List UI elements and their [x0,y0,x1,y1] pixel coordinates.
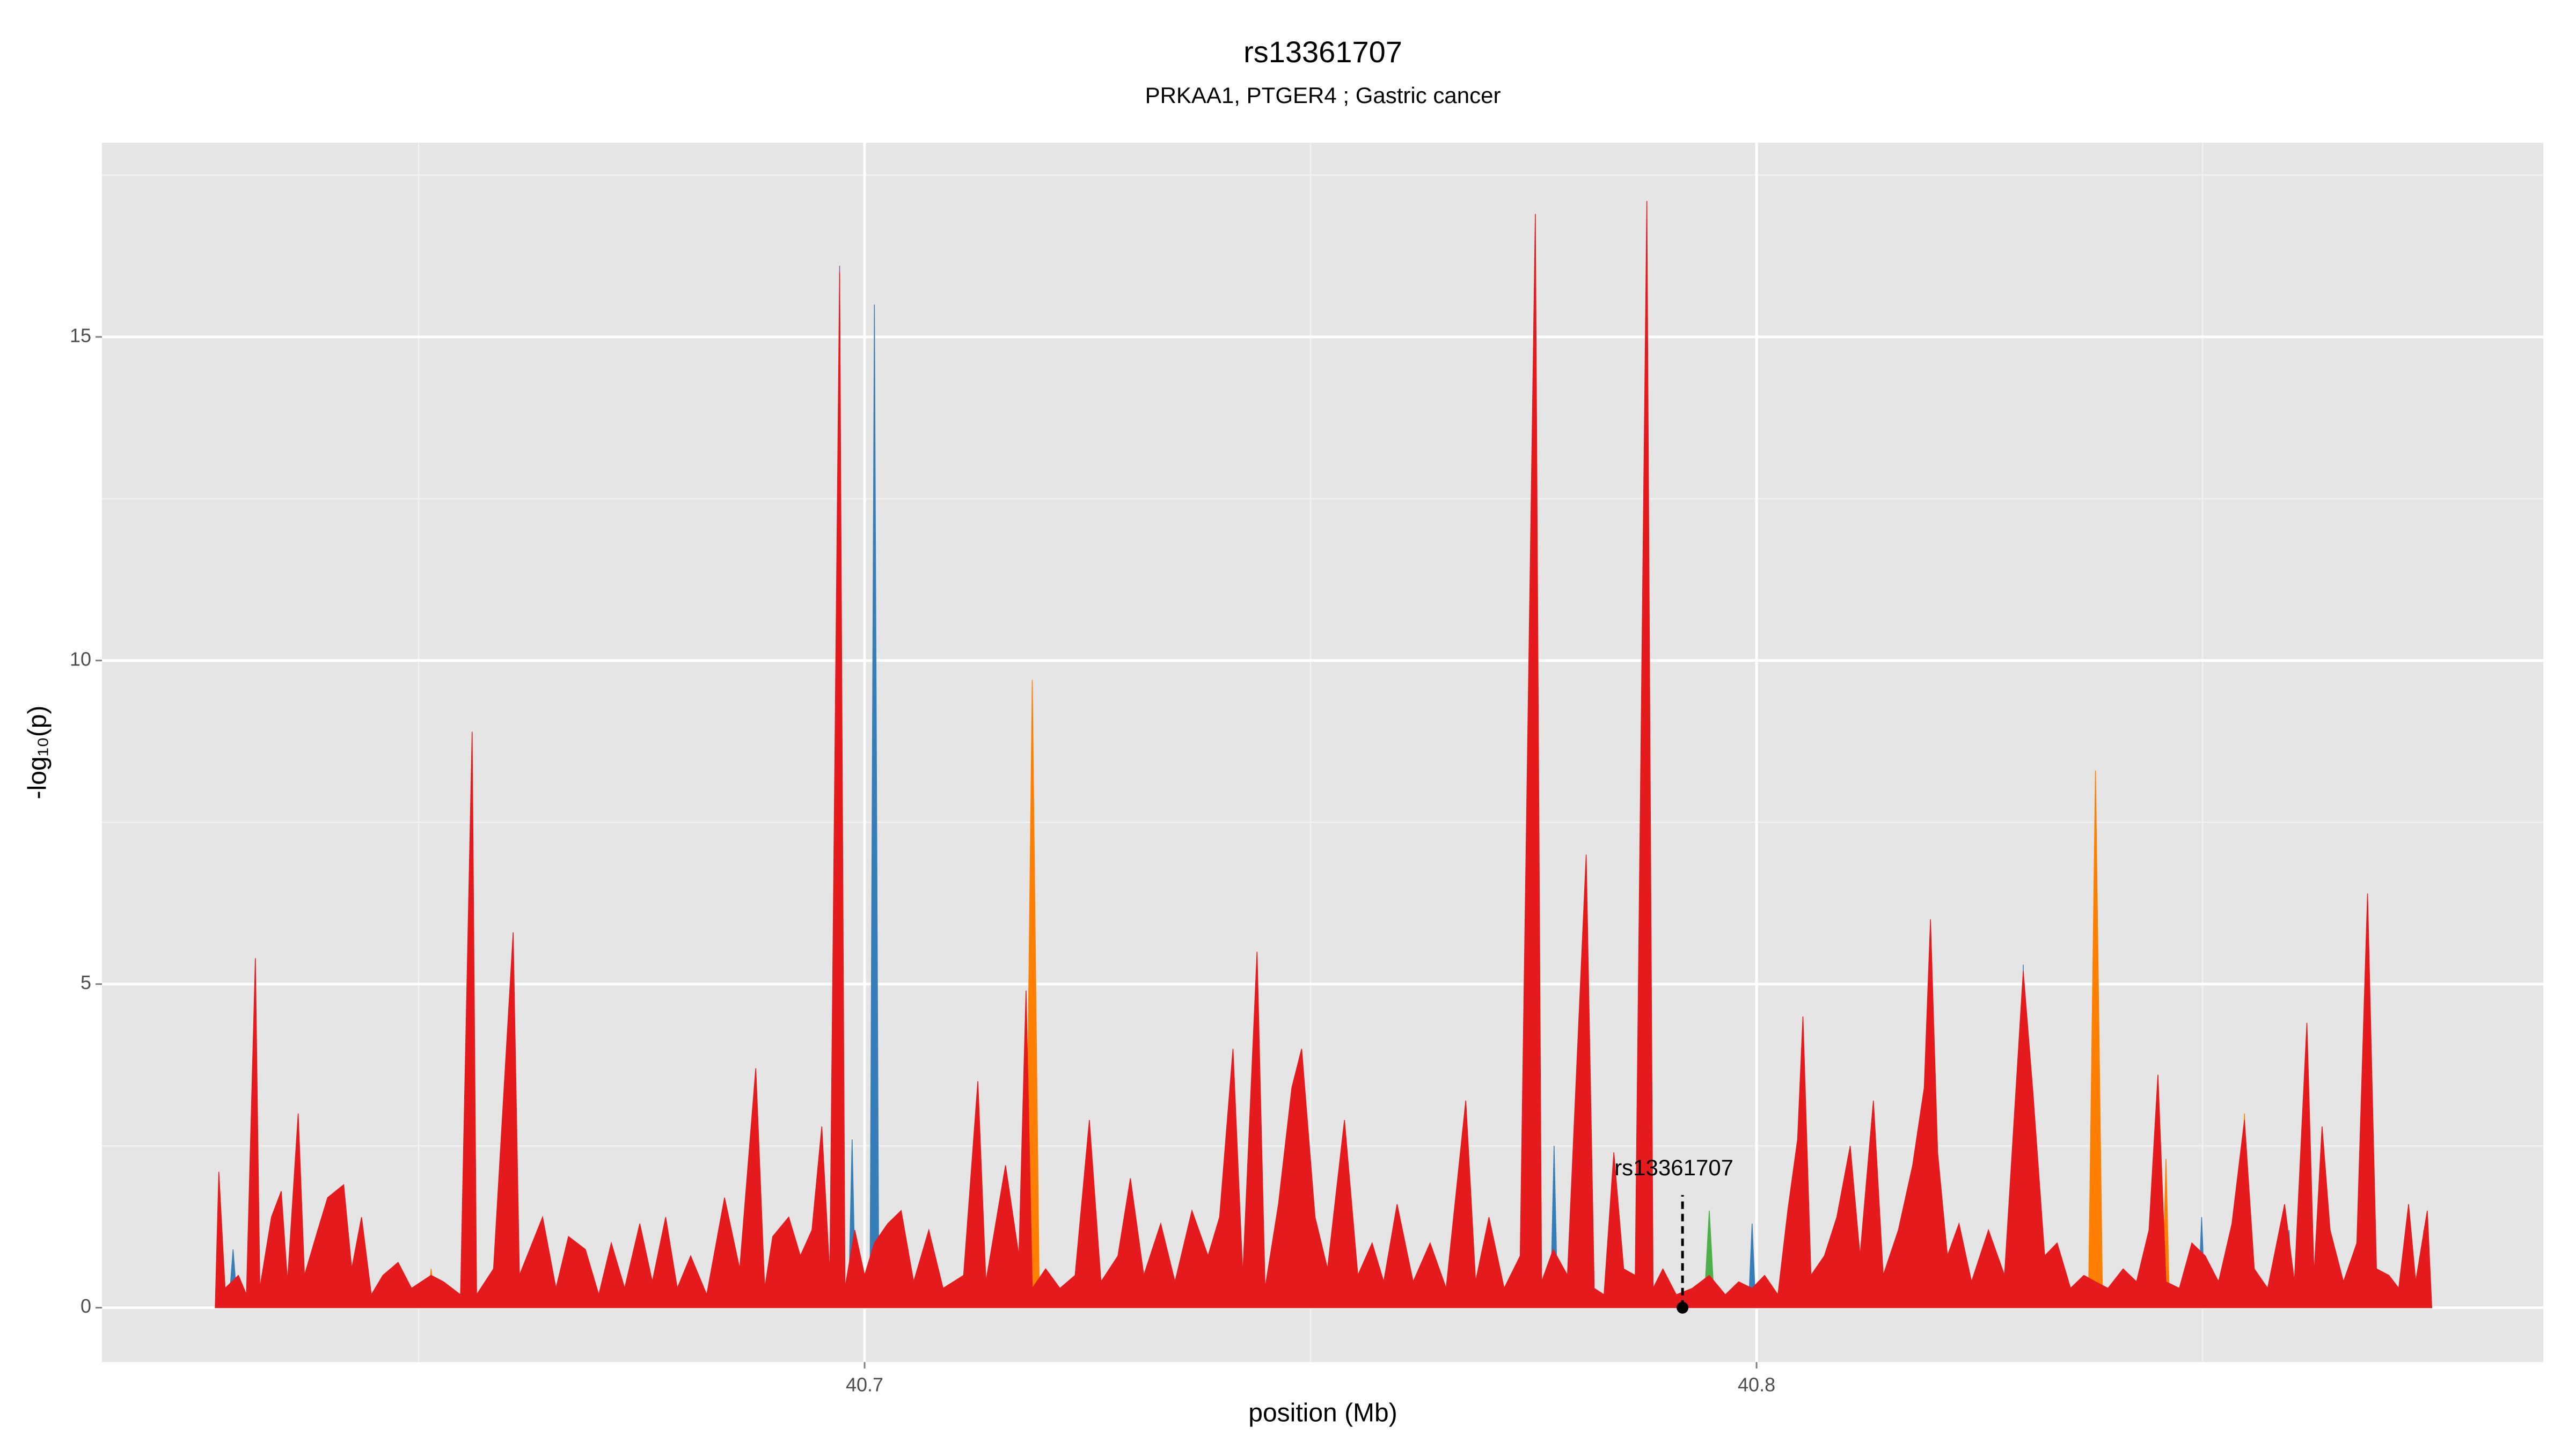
y-axis-label: -log₁₀(p) [24,706,52,800]
y-tick-label: 15 [70,324,91,346]
chart-subtitle: PRKAA1, PTGER4 ; Gastric cancer [1145,83,1501,108]
x-axis-label: position (Mb) [1248,1399,1397,1428]
annotation-label: rs13361707 [1614,1155,1733,1180]
y-tick-label: 0 [80,1295,91,1317]
annotation-point [1677,1301,1689,1314]
x-tick-label: 40.7 [846,1374,883,1396]
y-tick-label: 10 [70,648,91,670]
x-tick-label: 40.8 [1738,1374,1775,1396]
area [215,201,2433,1308]
y-tick-label: 5 [80,971,91,993]
chart-title: rs13361707 [1243,35,1402,69]
